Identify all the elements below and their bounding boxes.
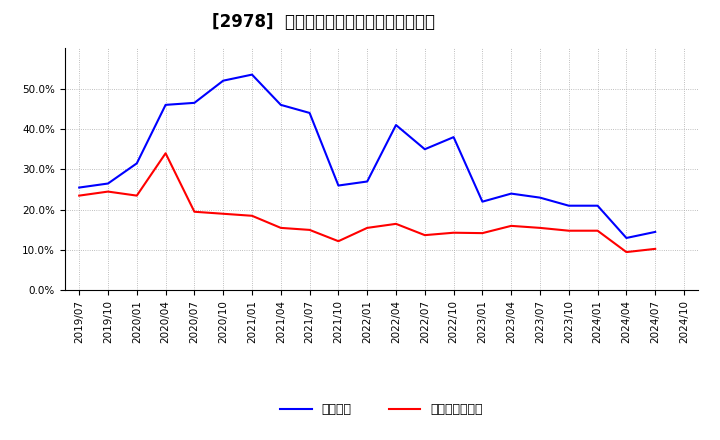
Line: 固定比率: 固定比率 [79, 75, 655, 238]
固定比率 [564, 203, 573, 209]
固定長期適合率 [334, 238, 343, 244]
固定長期適合率 [622, 249, 631, 255]
固定長期適合率 [132, 193, 141, 198]
固定比率 [392, 122, 400, 128]
固定比率 [104, 181, 112, 186]
固定長期適合率 [219, 211, 228, 216]
固定比率 [276, 102, 285, 107]
固定長期適合率 [363, 225, 372, 231]
固定比率 [248, 72, 256, 77]
Text: [2978]  固定比率、固定長期適合率の推移: [2978] 固定比率、固定長期適合率の推移 [212, 13, 436, 31]
固定比率 [536, 195, 544, 200]
固定比率 [161, 102, 170, 107]
固定長期適合率 [161, 150, 170, 156]
固定長期適合率 [478, 231, 487, 236]
固定長期適合率 [449, 230, 458, 235]
固定比率 [507, 191, 516, 196]
固定比率 [622, 235, 631, 241]
固定比率 [420, 147, 429, 152]
固定長期適合率 [564, 228, 573, 233]
固定比率 [305, 110, 314, 116]
固定比率 [363, 179, 372, 184]
固定長期適合率 [75, 193, 84, 198]
固定比率 [334, 183, 343, 188]
固定長期適合率 [305, 227, 314, 232]
固定比率 [75, 185, 84, 190]
固定比率 [651, 229, 660, 235]
固定長期適合率 [593, 228, 602, 233]
固定比率 [593, 203, 602, 209]
固定長期適合率 [507, 223, 516, 228]
固定比率 [449, 135, 458, 140]
固定長期適合率 [248, 213, 256, 218]
固定長期適合率 [536, 225, 544, 231]
Legend: 固定比率, 固定長期適合率: 固定比率, 固定長期適合率 [275, 398, 488, 421]
固定長期適合率 [420, 232, 429, 238]
固定長期適合率 [190, 209, 199, 214]
固定長期適合率 [392, 221, 400, 227]
固定比率 [190, 100, 199, 106]
固定比率 [132, 161, 141, 166]
固定比率 [478, 199, 487, 204]
固定比率 [219, 78, 228, 83]
固定長期適合率 [651, 246, 660, 252]
Line: 固定長期適合率: 固定長期適合率 [79, 153, 655, 252]
固定長期適合率 [276, 225, 285, 231]
固定長期適合率 [104, 189, 112, 194]
